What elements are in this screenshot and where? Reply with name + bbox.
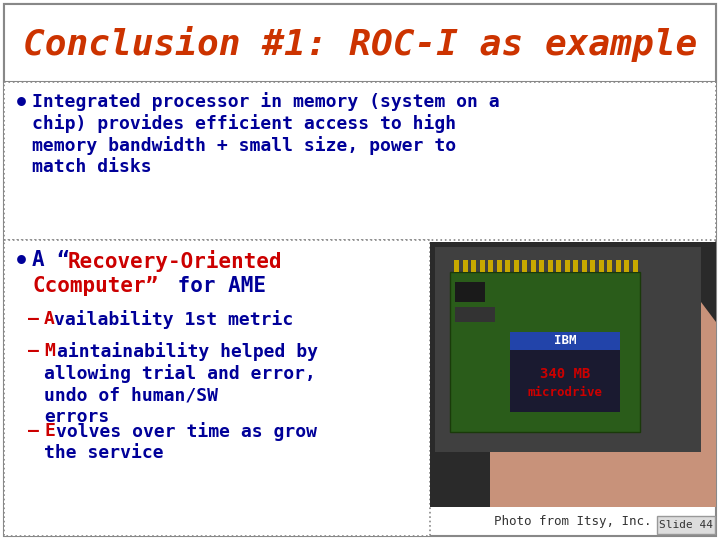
- Bar: [4, 82, 716, 240]
- Bar: [616, 260, 621, 272]
- Text: chip) provides efficient access to high: chip) provides efficient access to high: [32, 114, 456, 133]
- Text: allowing trial and error,: allowing trial and error,: [44, 364, 316, 383]
- Bar: [510, 332, 620, 350]
- Bar: [505, 260, 510, 272]
- Bar: [513, 260, 518, 272]
- Bar: [510, 332, 620, 412]
- Text: aintainability helped by: aintainability helped by: [57, 342, 318, 361]
- Text: Conclusion #1: ROC-I as example: Conclusion #1: ROC-I as example: [23, 26, 697, 62]
- Text: Slide 44: Slide 44: [659, 520, 713, 530]
- Bar: [590, 260, 595, 272]
- Bar: [522, 260, 527, 272]
- Bar: [564, 260, 570, 272]
- Bar: [430, 242, 716, 507]
- Bar: [497, 260, 502, 272]
- Text: Ccomputer”: Ccomputer”: [32, 276, 158, 296]
- Bar: [455, 307, 495, 322]
- Bar: [454, 260, 459, 272]
- Bar: [488, 260, 493, 272]
- Bar: [624, 260, 629, 272]
- Text: –: –: [28, 310, 39, 328]
- Bar: [598, 260, 603, 272]
- Bar: [455, 282, 485, 302]
- Text: •: •: [14, 92, 29, 116]
- Text: Integrated processor in memory (system on a: Integrated processor in memory (system o…: [32, 92, 500, 111]
- Bar: [4, 4, 716, 82]
- Text: A “: A “: [32, 250, 70, 270]
- Bar: [435, 247, 701, 452]
- Bar: [573, 260, 578, 272]
- Text: memory bandwidth + small size, power to: memory bandwidth + small size, power to: [32, 136, 456, 155]
- Text: A: A: [44, 310, 55, 328]
- Text: microdrive: microdrive: [528, 386, 603, 399]
- Text: 340 MB: 340 MB: [540, 367, 590, 381]
- Bar: [582, 260, 587, 272]
- Text: errors: errors: [44, 408, 109, 426]
- Bar: [632, 260, 637, 272]
- Polygon shape: [490, 282, 716, 507]
- Text: for AME: for AME: [165, 276, 266, 296]
- Text: M: M: [44, 342, 55, 360]
- Text: Photo from Itsy, Inc.: Photo from Itsy, Inc.: [494, 515, 652, 528]
- Bar: [531, 260, 536, 272]
- Bar: [556, 260, 561, 272]
- Text: vailability 1st metric: vailability 1st metric: [54, 310, 293, 329]
- Text: match disks: match disks: [32, 158, 152, 176]
- Text: Recovery-Oriented: Recovery-Oriented: [68, 250, 283, 272]
- Bar: [480, 260, 485, 272]
- Text: IBM: IBM: [554, 334, 576, 348]
- Text: the service: the service: [44, 444, 163, 462]
- Bar: [4, 240, 430, 536]
- Bar: [607, 260, 612, 272]
- Text: –: –: [28, 342, 39, 360]
- Text: undo of human/SW: undo of human/SW: [44, 386, 218, 404]
- Text: volves over time as grow: volves over time as grow: [56, 422, 317, 441]
- Bar: [462, 260, 467, 272]
- Bar: [471, 260, 476, 272]
- Text: •: •: [14, 250, 29, 274]
- Bar: [539, 260, 544, 272]
- Bar: [657, 516, 715, 534]
- Text: –: –: [28, 422, 39, 440]
- Bar: [547, 260, 552, 272]
- Bar: [450, 272, 640, 432]
- Text: E: E: [44, 422, 55, 440]
